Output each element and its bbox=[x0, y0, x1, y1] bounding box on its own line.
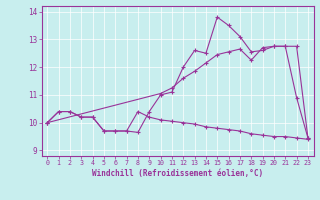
X-axis label: Windchill (Refroidissement éolien,°C): Windchill (Refroidissement éolien,°C) bbox=[92, 169, 263, 178]
